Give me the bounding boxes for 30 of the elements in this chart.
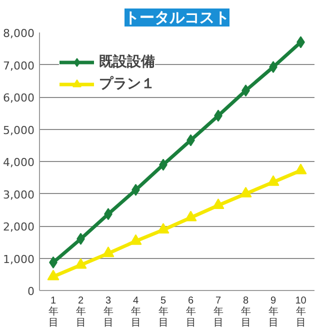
x-tick-label: 3年目	[103, 296, 114, 328]
y-tick-label: 5,000	[3, 124, 35, 137]
y-tick-label: 3,000	[3, 188, 35, 202]
point	[267, 175, 280, 186]
point	[294, 164, 307, 174]
x-tick-label: 2年目	[76, 296, 86, 328]
point	[47, 270, 60, 280]
point	[240, 186, 252, 198]
point	[102, 246, 114, 258]
point	[130, 234, 142, 245]
x-tick-label: 8年目	[240, 296, 251, 328]
y-tick-label: 6,000	[3, 92, 35, 104]
point	[184, 210, 197, 222]
y-tick-label: 2,000	[3, 220, 35, 234]
x-tick-label: 9年目	[268, 296, 278, 328]
x-tick-label: 1年目	[48, 296, 58, 328]
x-tick-label: 6年目	[186, 296, 196, 328]
y-tick-label: 1,000	[3, 252, 35, 266]
x-tick-label: 10年目	[295, 296, 307, 328]
x-tick-label: 7年目	[213, 296, 224, 328]
point	[74, 258, 87, 269]
y-tick-label: 7,000	[3, 59, 35, 72]
legend-label: プラン１	[99, 75, 155, 93]
chart-title: トータルコスト	[124, 8, 230, 26]
y-tick-label: 0	[28, 285, 34, 298]
x-tick-label: 5年目	[158, 296, 168, 328]
y-tick-label: 4,000	[3, 156, 35, 169]
x-tick-label: 4年目	[130, 296, 141, 328]
y-tick-label: 8,000	[3, 27, 35, 40]
legend-label: 既設設備	[99, 53, 155, 71]
